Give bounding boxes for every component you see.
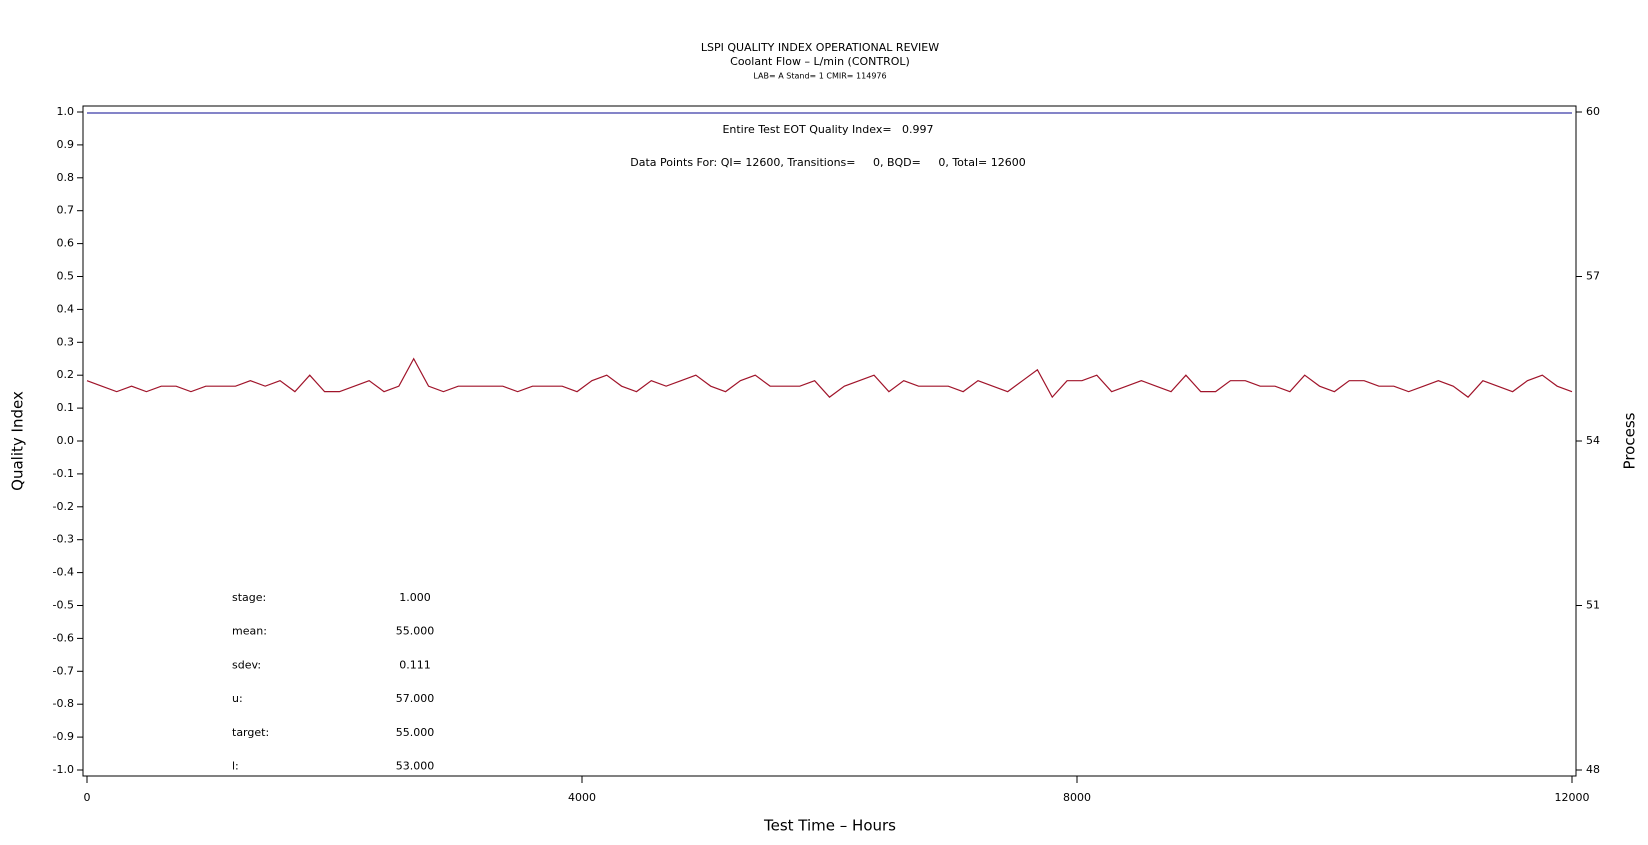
x-tick-label: 4000	[568, 791, 596, 804]
stat-value: 55.000	[396, 726, 435, 739]
y-tick-label: 0.0	[57, 434, 75, 447]
y-tick-label: 1.0	[57, 105, 75, 118]
y-tick-label: -1.0	[53, 763, 74, 776]
y2-tick-label: 54	[1586, 434, 1600, 447]
y-tick-label: 0.3	[57, 335, 75, 348]
stat-value: 1.000	[399, 591, 431, 604]
y-tick-label: 0.9	[57, 138, 75, 151]
y-tick-label: 0.8	[57, 171, 75, 184]
stat-label: mean:	[232, 625, 267, 638]
stat-value: 55.000	[396, 625, 435, 638]
chart-subtitle: LAB= A Stand= 1 CMIR= 114976	[753, 72, 886, 81]
y-tick-label: -0.2	[53, 500, 74, 513]
y-tick-label: -0.6	[53, 631, 74, 644]
y-tick-label: -0.5	[53, 599, 74, 612]
y-tick-label: -0.9	[53, 730, 74, 743]
y-tick-label: -0.4	[53, 566, 74, 579]
series-line	[86, 357, 1573, 399]
y-tick-label: 0.4	[57, 302, 75, 315]
y-tick-label: 0.7	[57, 204, 75, 217]
y2-tick-label: 48	[1586, 763, 1600, 776]
y-tick-label: -0.1	[53, 467, 74, 480]
stat-label: stage:	[232, 591, 266, 604]
stat-label: target:	[232, 726, 269, 739]
x-tick-label: 8000	[1063, 791, 1091, 804]
stat-label: sdev:	[232, 658, 261, 671]
y-tick-label: 0.6	[57, 237, 75, 250]
stat-label: u:	[232, 692, 243, 705]
chart-title: LSPI QUALITY INDEX OPERATIONAL REVIEW	[701, 41, 939, 54]
stat-label: l:	[232, 760, 239, 773]
chart-subtitle: Coolant Flow – L/min (CONTROL)	[730, 55, 910, 68]
y-tick-label: -0.7	[53, 664, 74, 677]
y-tick-label: 0.1	[57, 401, 75, 414]
y-tick-label: -0.3	[53, 533, 74, 546]
y-tick-label: 0.2	[57, 368, 75, 381]
y2-tick-label: 60	[1586, 105, 1600, 118]
plot-frame	[82, 105, 1577, 777]
stat-value: 57.000	[396, 692, 435, 705]
x-tick-label: 12000	[1555, 791, 1590, 804]
y2-tick-label: 57	[1586, 270, 1600, 283]
y-tick-label: -0.8	[53, 697, 74, 710]
x-tick-label: 0	[84, 791, 91, 804]
annotation: Data Points For: QI= 12600, Transitions=…	[630, 156, 1025, 169]
y2-tick-label: 51	[1586, 599, 1600, 612]
annotation: Entire Test EOT Quality Index= 0.997	[722, 123, 933, 136]
stat-value: 53.000	[396, 760, 435, 773]
x-axis-label: Test Time – Hours	[763, 817, 896, 835]
y2-axis-label: Process	[1621, 412, 1639, 469]
y-axis-label: Quality Index	[9, 391, 27, 491]
y-tick-label: 0.5	[57, 270, 75, 283]
stat-value: 0.111	[399, 658, 431, 671]
